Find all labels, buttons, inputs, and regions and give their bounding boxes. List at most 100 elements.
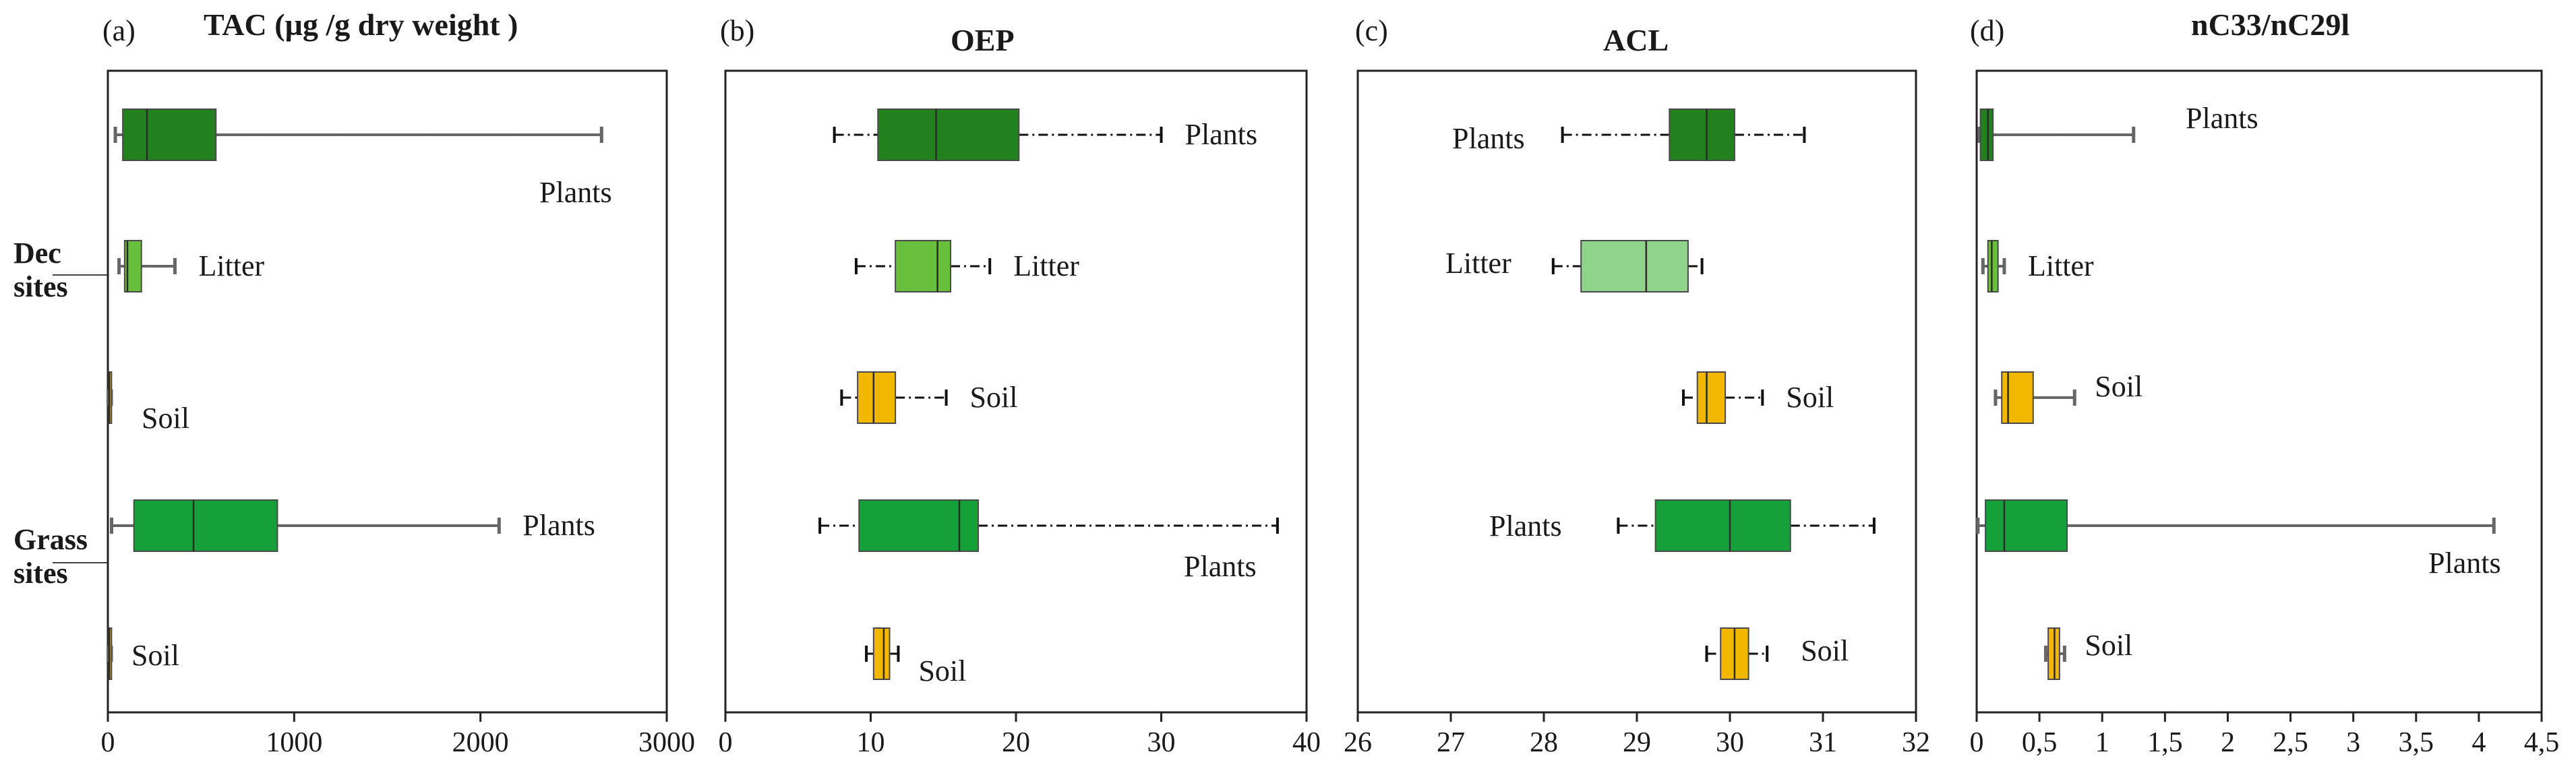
panel-d-box-labels: Plants Litter Soil Plants Soil [2028,102,2501,662]
iqr-box [1979,109,1994,161]
panel-c-tick: 31 [1809,727,1837,758]
iqr-box [895,240,952,292]
panel-d-box-label: Litter [2028,249,2094,282]
panel-d-tick: 0,5 [2022,727,2058,758]
panel-b-marks [724,109,1308,722]
iqr-box [133,499,278,552]
iqr-box [1985,499,2068,552]
panel-b-tick: 40 [1292,727,1321,758]
panel-c-title: ACL [1603,23,1669,57]
iqr-box [1654,499,1791,552]
panel-b-box-label: Plants [1184,550,1257,583]
panel-c-tick: 30 [1716,727,1744,758]
panel-d-frame [1975,69,2543,714]
panel-a-box-label: Soil [142,402,189,435]
panel-a-box-1 [113,109,603,161]
row-group-grass-line2: sites [13,557,68,590]
panel-a-box-label: Plants [539,176,612,209]
panel-a-title: TAC (µg /g dry weight ) [204,7,518,42]
panel-a-box-label: Litter [198,249,264,282]
panel-b-tick: 0 [719,727,733,758]
panel-b-box-4 [818,499,1279,552]
panel-d-tick: 2,5 [2273,727,2308,758]
panel-a-frame [107,69,668,714]
panel-a-tick: 0 [101,727,115,758]
panel-b-box-label: Plants [1185,118,1258,151]
panel-c-box-4 [1617,499,1876,552]
panel-c-box-label: Plants [1452,122,1525,155]
panel-a-ticks: 0 1000 2000 3000 [101,727,696,758]
panel-b-box-5 [865,627,900,680]
panel-b-tick: 30 [1147,727,1176,758]
panel-d-box-2 [1981,240,2006,292]
panel-c-box-5 [1705,627,1769,680]
iqr-box [1987,240,1999,292]
iqr-box [2001,371,2034,424]
panel-d-box-label: Plants [2186,102,2258,135]
panel-a-marks [107,109,668,722]
panel-d-tick: 4 [2472,727,2486,758]
panel-c-box-1 [1561,109,1806,161]
iqr-box [872,627,891,680]
panel-a-box-labels: Plants Litter Soil Plants Soil [131,176,612,672]
panel-a-label: (a) [102,14,136,47]
panel-b-tick: 20 [1002,727,1030,758]
panel-b-box-label: Litter [1013,249,1079,282]
row-group-dec-line1: Dec [13,237,61,270]
panel-b-box-1 [833,109,1163,161]
panel-d-tick: 1,5 [2147,727,2183,758]
panel-c-box-label: Plants [1489,509,1562,543]
panel-c-tick: 32 [1902,727,1930,758]
panel-b-ticks: 0 10 20 30 40 [719,727,1321,758]
panel-c-box-label: Soil [1786,381,1834,414]
iqr-box [1669,109,1735,161]
panel-c: (c) ACL 26 27 28 29 30 31 32 Plants Litt… [1344,14,1930,758]
panel-c-box-label: Litter [1445,247,1511,280]
panel-c-box-3 [1682,371,1764,424]
panel-a-box-label: Soil [131,639,179,672]
panel-c-tick: 26 [1344,727,1372,758]
iqr-box [1580,240,1689,292]
row-group-dec-line2: sites [13,270,68,303]
row-group-dec: Dec sites [13,237,108,303]
row-group-grass: Grass sites [13,523,108,590]
panel-a-box-5 [107,627,113,680]
panel-c-label: (c) [1355,14,1388,47]
panel-d-tick: 2 [2221,727,2235,758]
panel-a-box-4 [110,499,501,552]
panel-a: (a) TAC (µg /g dry weight ) 0 1000 2000 … [101,7,696,758]
row-group-grass-line1: Grass [13,523,88,556]
panel-d-box-1 [1977,109,2136,161]
panel-b-tick: 10 [857,727,885,758]
panel-d-box-4 [1976,499,2496,552]
iqr-box [858,499,979,552]
panel-c-ticks: 26 27 28 29 30 31 32 [1344,727,1930,758]
panel-d-label: (d) [1970,14,2004,47]
panel-b-label: (b) [720,14,754,47]
panel-a-box-label: Plants [522,509,595,542]
panel-b-box-labels: Plants Litter Soil Plants Soil [918,118,1257,687]
panel-d-tick: 1 [2095,727,2109,758]
panel-c-box-labels: Plants Litter Soil Plants Soil [1445,122,1849,667]
panel-a-tick: 2000 [452,727,509,758]
panel-a-tick: 3000 [638,727,695,758]
panel-a-tick: 1000 [266,727,322,758]
panel-c-tick: 29 [1623,727,1651,758]
panel-b-box-2 [854,240,992,292]
panel-b-box-label: Soil [970,381,1018,414]
panel-d-box-3 [1994,371,2076,424]
panel-b: (b) OEP 0 10 20 30 40 Plants Litter Soil… [719,14,1321,758]
panel-c-tick: 27 [1437,727,1465,758]
panel-d-tick: 3 [2346,727,2360,758]
iqr-box [1696,371,1727,424]
iqr-box [877,109,1020,161]
panel-a-box-2 [117,240,177,292]
panel-d-tick: 0 [1970,727,1984,758]
panel-c-box-2 [1551,240,1704,292]
panel-d-ticks: 0 0,5 1 1,5 2 2,5 3 3,5 4 4,5 [1970,727,2560,758]
panel-c-marks [1356,109,1917,722]
panel-c-box-label: Soil [1801,634,1849,667]
iqr-box [122,109,217,161]
panel-d-box-label: Plants [2428,547,2501,580]
panel-d-box-label: Soil [2095,370,2143,403]
